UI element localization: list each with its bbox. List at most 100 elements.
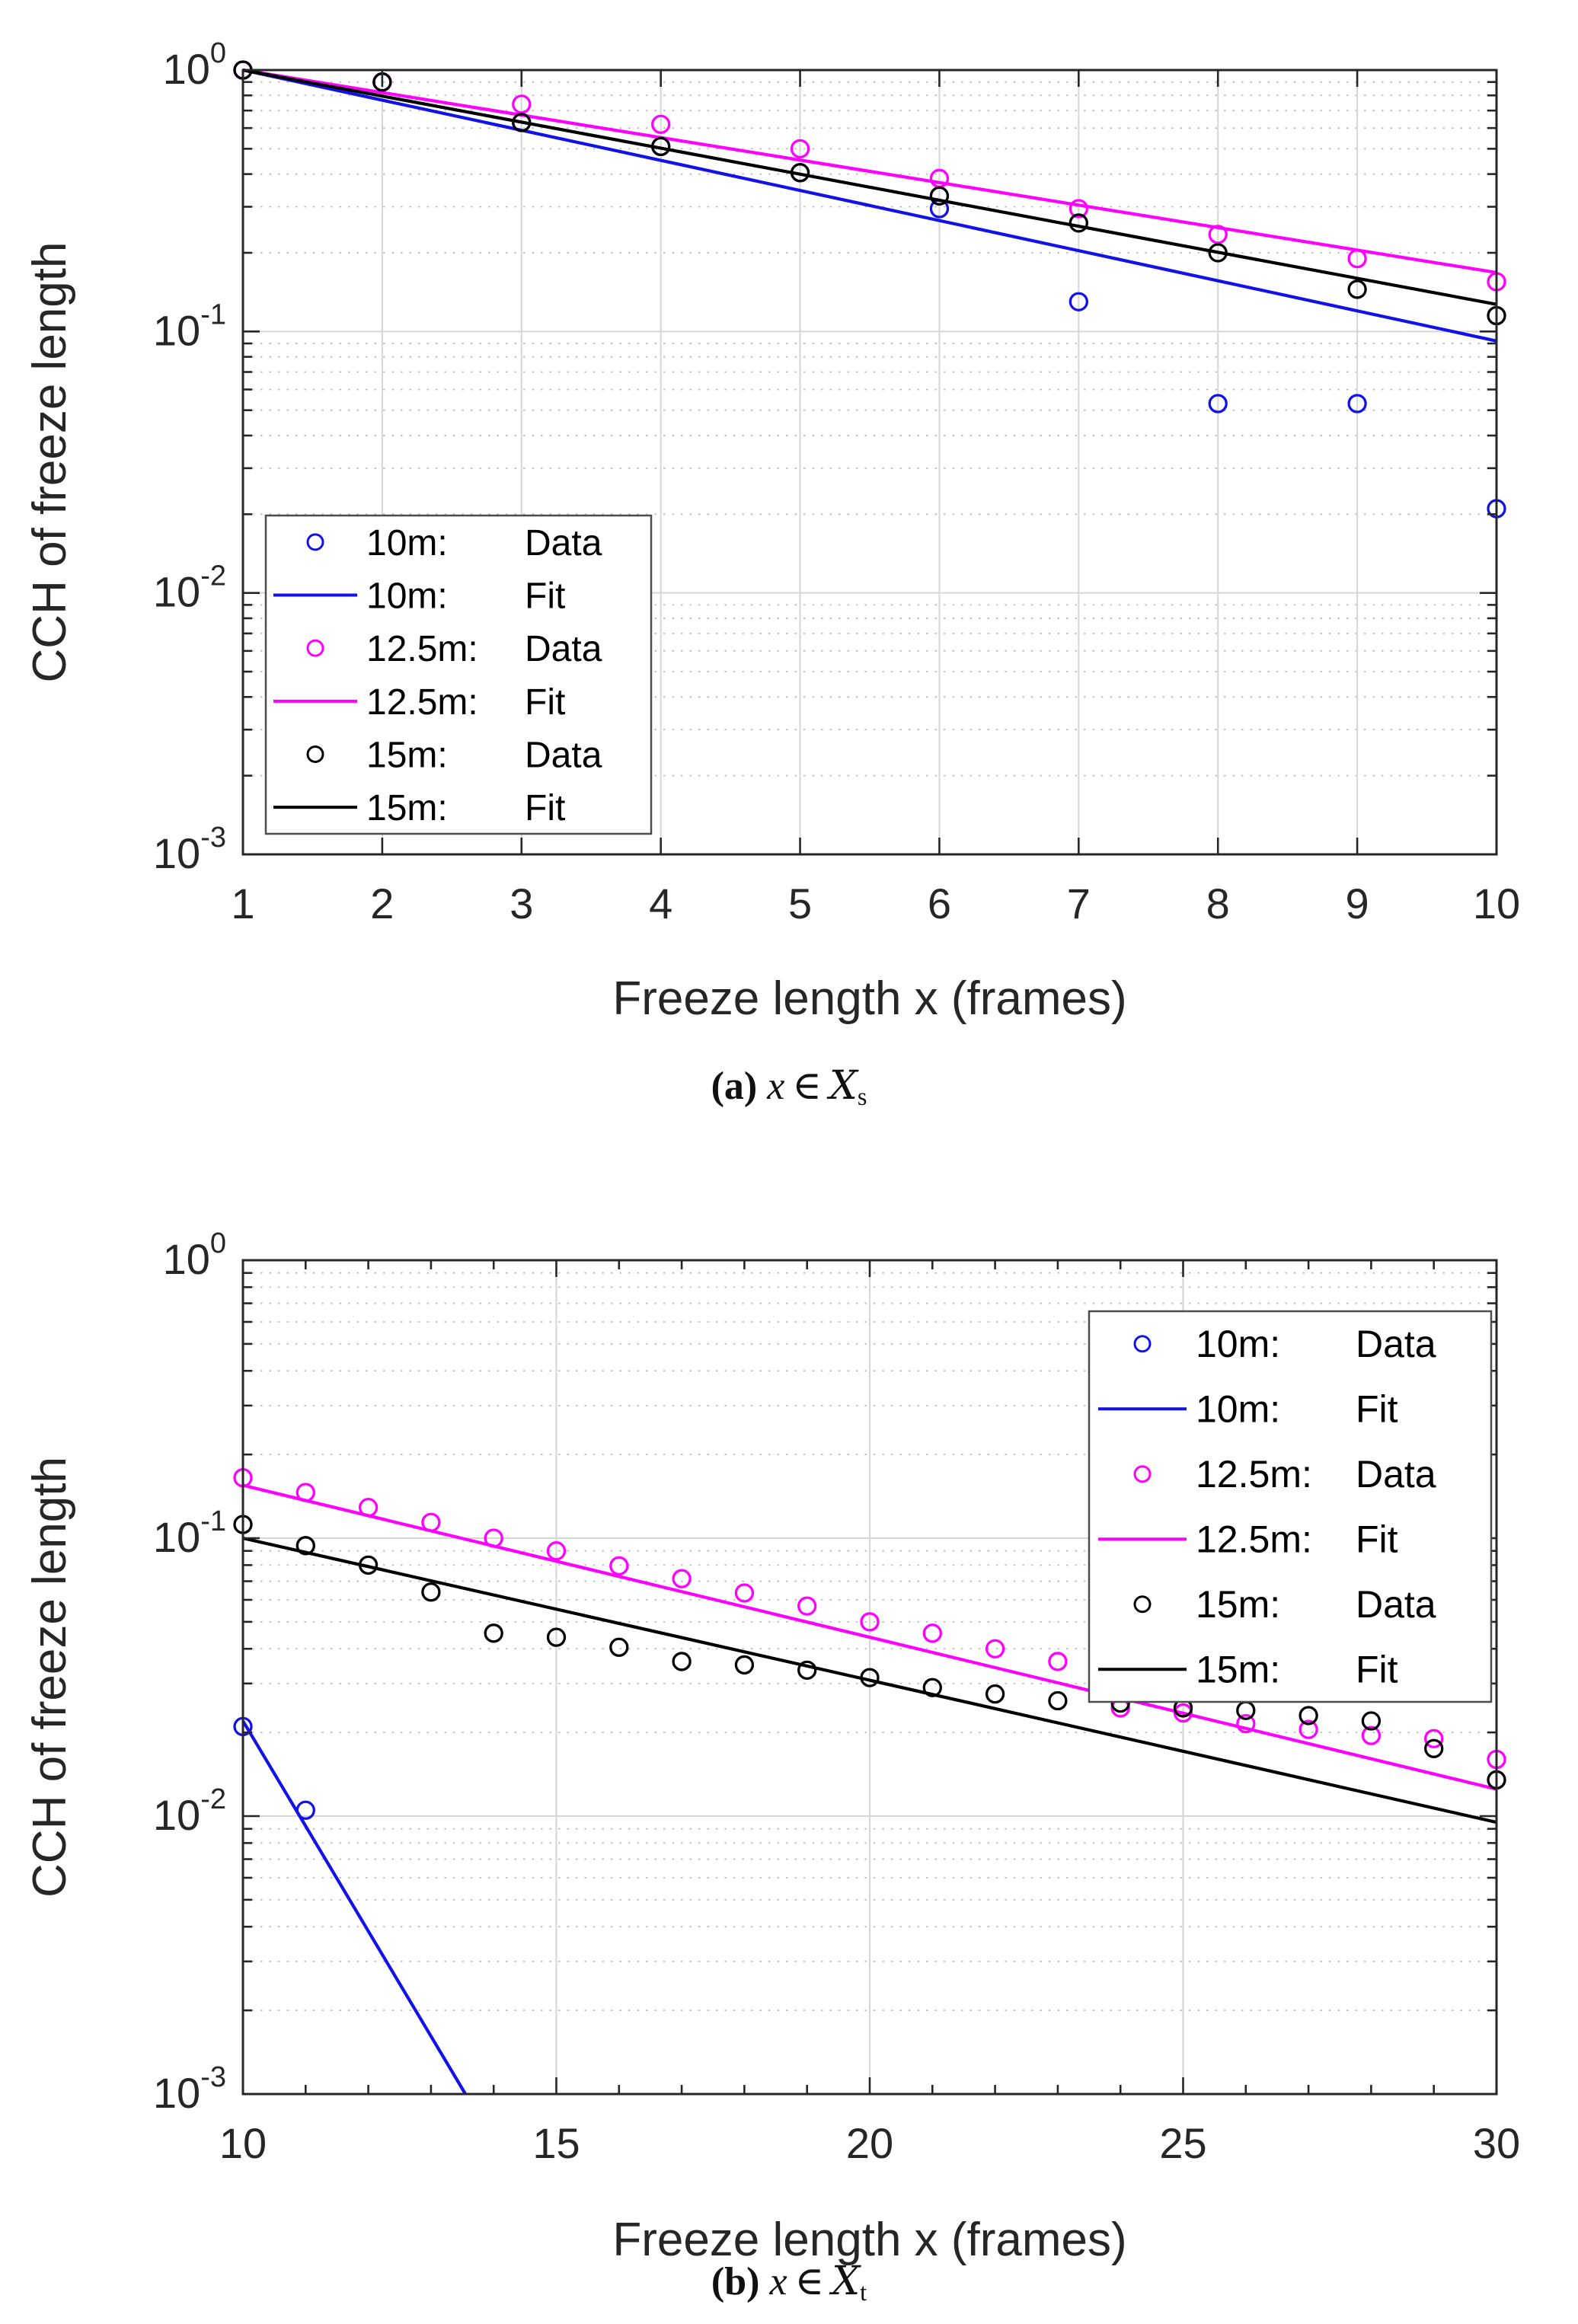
data-point-12.5m-data [790, 139, 810, 159]
x-tick-label: 6 [928, 879, 951, 927]
legend-marker-circle-15m-data [306, 745, 324, 763]
y-tick-label: 10-1 [153, 298, 226, 354]
data-point-12.5m-data [1236, 1714, 1256, 1734]
caption-a-set: X [829, 1063, 858, 1109]
legend-marker-circle-10m-data [306, 533, 324, 551]
y-tick-label: 100 [163, 1227, 226, 1283]
data-point-12.5m-data [1173, 1703, 1193, 1723]
caption-a-tag: (a) [711, 1065, 758, 1108]
data-point-15m-data [484, 1623, 503, 1643]
legend-marker-circle-12.5m-data [1133, 1465, 1152, 1483]
x-tick-label: 10 [219, 2119, 267, 2167]
legend-kind-10m-fit: Fit [525, 576, 565, 617]
x-tick-label: 1 [231, 879, 254, 927]
fit-line-15m-fit [242, 1536, 1497, 1824]
fit-line-15m-fit [242, 68, 1497, 306]
data-point-15m-data [734, 1655, 755, 1675]
legend-box [1088, 1310, 1493, 1703]
data-point-12.5m-data [609, 1556, 629, 1576]
data-point-15m-data [1361, 1711, 1382, 1731]
x-tick-label: 8 [1206, 879, 1230, 927]
caption-b-set: X [832, 2259, 861, 2304]
data-point-12.5m-data [860, 1612, 880, 1632]
data-point-15m-data [1069, 213, 1088, 233]
data-point-12.5m-data [1424, 1729, 1444, 1748]
legend-kind-15m-fit: Fit [1356, 1648, 1398, 1690]
data-point-15m-data [672, 1652, 692, 1671]
caption-a: (a) x ∈ Xs [0, 1063, 1578, 1111]
x-tick-label: 5 [788, 879, 812, 927]
data-point-15m-data [546, 1627, 567, 1647]
x-tick-label: 2 [370, 879, 394, 927]
data-point-12.5m-data [1048, 1652, 1068, 1671]
data-point-12.5m-data [734, 1583, 755, 1603]
x-axis-label: Freeze length x (frames) [612, 2214, 1126, 2266]
data-point-12.5m-data [546, 1541, 567, 1561]
legend-kind-15m-data: Data [525, 736, 602, 776]
data-point-10m-data [1208, 394, 1228, 413]
fit-line-10m-fit [242, 68, 1497, 343]
y-axis-label: CCH of freeze length [24, 242, 76, 683]
x-tick-label: 25 [1159, 2119, 1206, 2167]
x-tick-label: 15 [532, 2119, 580, 2167]
legend-marker-circle-15m-data [1133, 1595, 1152, 1614]
data-point-12.5m-data [1298, 1719, 1318, 1739]
data-point-15m-data [929, 186, 950, 206]
caption-b-x: x [769, 2260, 787, 2303]
legend-kind-10m-data: Data [525, 523, 602, 563]
legend-label-10m-data: 10m: [366, 523, 448, 563]
plot-box [241, 69, 1498, 856]
caption-b: (b) x ∈ Xt [0, 2259, 1578, 2306]
caption-b-math: x ∈ Xt [769, 2259, 867, 2306]
legend-label-10m-fit: 10m: [366, 576, 448, 617]
x-tick-label: 9 [1346, 879, 1369, 927]
data-point-15m-data [1048, 1690, 1068, 1711]
legend-label-10m-data: 10m: [1196, 1323, 1280, 1365]
caption-b-tag: (b) [711, 2260, 760, 2303]
legend-label-10m-fit: 10m: [1196, 1387, 1280, 1430]
legend-label-12.5m-data: 12.5m: [366, 629, 478, 669]
legend-kind-15m-data: Data [1356, 1583, 1436, 1626]
legend-label-12.5m-data: 12.5m: [1196, 1453, 1312, 1496]
caption-b-subscript: t [860, 2278, 867, 2306]
legend-marker-circle-12.5m-data [306, 639, 324, 657]
data-point-12.5m-data [1069, 199, 1088, 219]
y-axis-label: CCH of freeze length [24, 1457, 76, 1898]
data-point-15m-data [1424, 1738, 1444, 1758]
y-tick-label: 10-2 [153, 560, 226, 616]
legend-kind-12.5m-fit: Fit [1356, 1518, 1398, 1560]
x-tick-label: 30 [1473, 2119, 1520, 2167]
fit-line-12.5m-fit [242, 1483, 1497, 1791]
legend-label-15m-fit: 15m: [366, 788, 448, 828]
x-tick-label: 7 [1067, 879, 1091, 927]
x-tick-label: 4 [649, 879, 672, 927]
legend-label-15m-data: 15m: [366, 736, 448, 776]
data-point-10m-data [1069, 292, 1088, 311]
chart-b: 10 15 20 25 30 100 10-1 10-2 10-3 Freeze length x… [24, 1227, 1520, 2266]
x-axis-label: Freeze length x (frames) [612, 972, 1126, 1025]
fit-line-10m-fit [241, 1719, 467, 2096]
data-point-15m-data [1347, 279, 1367, 299]
fit-line-12.5m-fit [242, 68, 1497, 275]
caption-a-subscript: s [857, 1083, 867, 1111]
legend-label-12.5m-fit: 12.5m: [366, 682, 478, 723]
y-tick-label: 100 [163, 37, 226, 93]
caption-a-x: x [767, 1065, 785, 1108]
data-point-10m-data [1347, 394, 1367, 413]
legend-kind-10m-fit: Fit [1356, 1387, 1398, 1430]
element-of-symbol: ∈ [792, 1065, 822, 1108]
data-point-12.5m-data [512, 94, 532, 114]
legend-kind-12.5m-data: Data [1356, 1453, 1436, 1496]
legend-label-15m-fit: 15m: [1196, 1648, 1280, 1690]
data-point-15m-data [797, 1660, 817, 1681]
caption-a-math: x ∈ Xs [767, 1063, 867, 1111]
data-point-15m-data [421, 1582, 441, 1602]
data-point-12.5m-data [922, 1623, 942, 1643]
x-tick-label: 20 [846, 2119, 893, 2167]
data-point-12.5m-data [672, 1569, 692, 1588]
data-point-12.5m-data [1361, 1725, 1382, 1745]
data-point-12.5m-data [797, 1596, 817, 1616]
y-tick-label: 10-3 [153, 822, 226, 877]
legend-kind-12.5m-fit: Fit [525, 682, 565, 723]
